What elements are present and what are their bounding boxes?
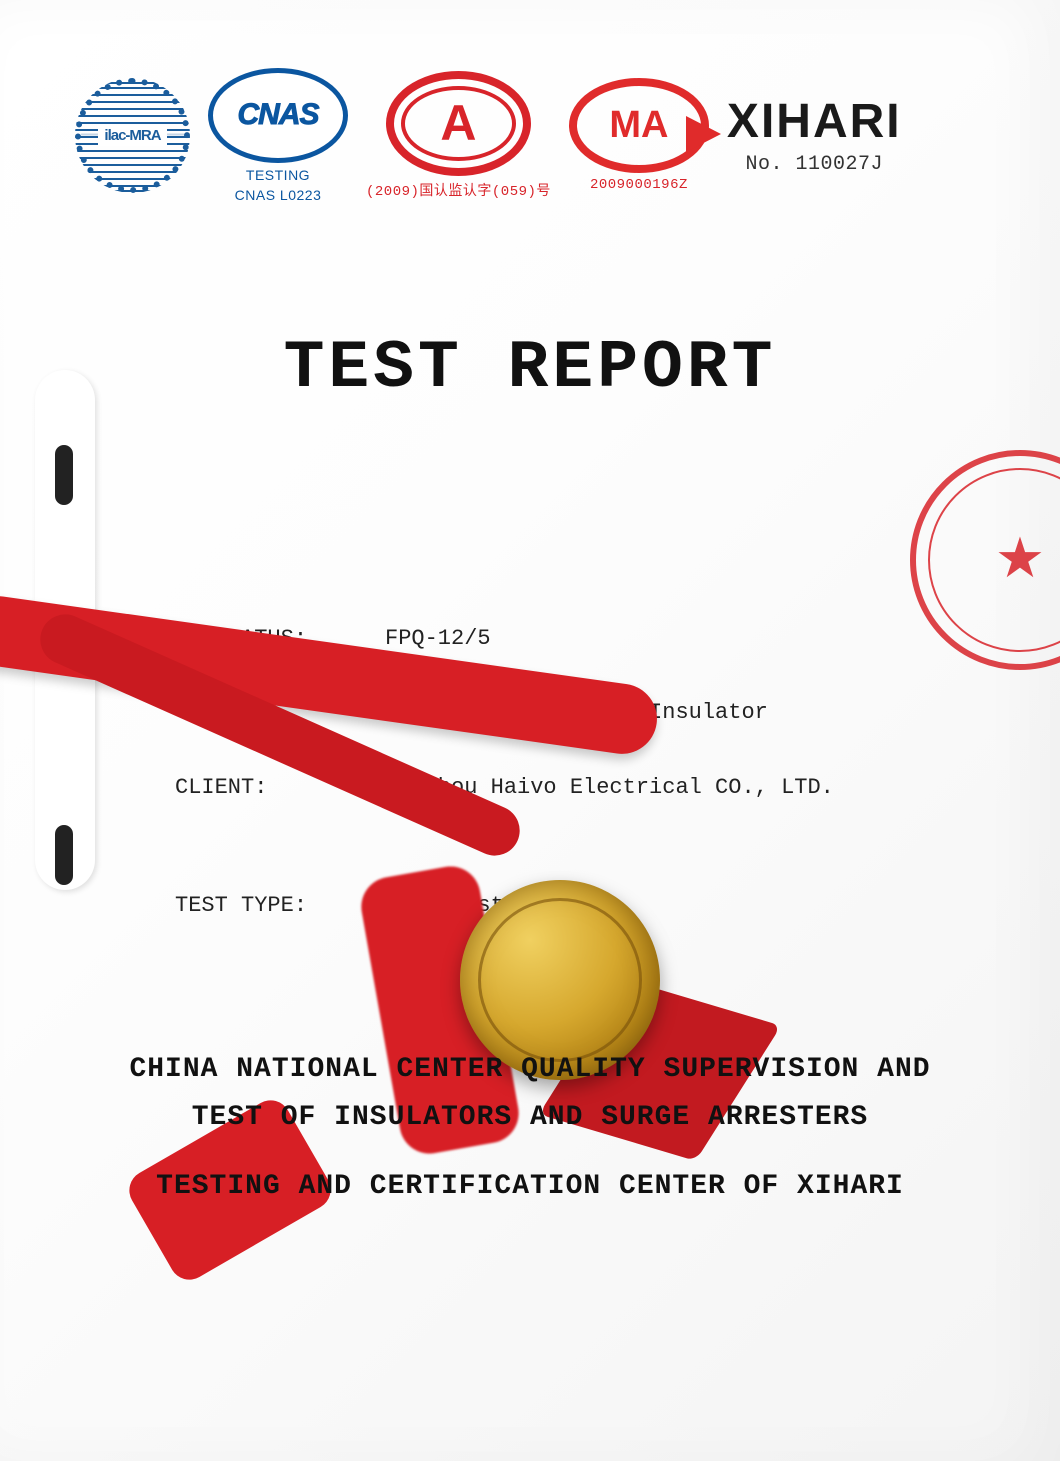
apparatus-row: APPARATUS: FPQ-12/5	[175, 615, 1000, 663]
xihari-sub: No. 110027J	[746, 153, 884, 176]
header-logo-strip: ilac-MRA CNAS TESTING CNAS L0223 A (2009…	[75, 55, 1020, 215]
footer-line-1: CHINA NATIONAL CENTER QUALITY SUPERVISIO…	[0, 1046, 1060, 1094]
xihari-logo: XIHARI No. 110027J	[727, 94, 902, 176]
binder-hole-top	[55, 445, 73, 505]
ilac-mra-icon: ilac-MRA	[75, 78, 190, 193]
cma-label: MA	[609, 104, 668, 147]
cma-icon: MA	[569, 78, 709, 173]
issuer-footer: CHINA NATIONAL CENTER QUALITY SUPERVISIO…	[0, 1046, 1060, 1211]
document-page: ilac-MRA CNAS TESTING CNAS L0223 A (2009…	[0, 0, 1060, 1461]
cnas-sub2: CNAS L0223	[235, 187, 322, 203]
al-icon: A	[386, 71, 531, 176]
ilac-mra-logo: ilac-MRA	[75, 78, 190, 193]
footer-line-2: TEST OF INSULATORS AND SURGE ARRESTERS	[0, 1094, 1060, 1142]
apparatus-sub: Composite Line Post Insulator	[385, 689, 1000, 737]
xihari-label: XIHARI	[727, 94, 902, 149]
binder-hole-bottom	[55, 825, 73, 885]
cnas-icon: CNAS	[208, 68, 348, 163]
client-label: CLIENT:	[175, 764, 385, 812]
ilac-mra-label: ilac-MRA	[98, 125, 166, 146]
client-row: CLIENT: Wenzhou Haivo Electrical CO., LT…	[175, 764, 1000, 812]
al-label: A	[440, 94, 476, 152]
apparatus-value: FPQ-12/5	[385, 615, 1000, 663]
client-value: Wenzhou Haivo Electrical CO., LTD.	[385, 764, 1000, 812]
al-logo: A (2009)国认监认字(059)号	[366, 71, 551, 200]
cnas-label: CNAS	[237, 98, 318, 132]
apparatus-label: APPARATUS:	[175, 615, 385, 663]
cma-sub: 2009000196Z	[590, 177, 688, 193]
report-title: TEST REPORT	[0, 330, 1060, 407]
cnas-logo: CNAS TESTING CNAS L0223	[208, 68, 348, 203]
cma-logo: MA 2009000196Z	[569, 78, 709, 193]
footer-line-3: TESTING AND CERTIFICATION CENTER OF XIHA…	[0, 1163, 1060, 1211]
al-sub: (2009)国认监认字(059)号	[366, 180, 551, 200]
test-type-label: TEST TYPE:	[175, 882, 385, 930]
cnas-sub1: TESTING	[246, 167, 310, 183]
